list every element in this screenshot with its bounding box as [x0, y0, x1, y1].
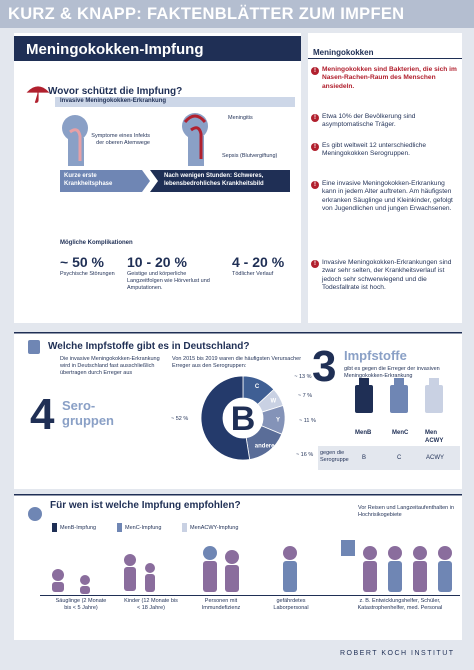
group-label: Personen mit Immundefizienz [201, 598, 241, 611]
complication-figure: 4 - 20 % [232, 254, 285, 270]
group-label: z. B. Entwicklungshelfer, Schüler, Katas… [357, 598, 443, 611]
symptom: Symptome eines Infekts der oberen Atemwe… [91, 133, 150, 146]
complication-text: Psychische Störungen [60, 271, 115, 277]
table-label: gegen die Serogruppe [320, 450, 349, 463]
rule [40, 595, 460, 596]
donut-segment-label: C [255, 384, 260, 390]
legend-entry: MenACWY-Impfung [190, 525, 239, 531]
donut-hole [223, 398, 263, 438]
complication-text: Tödlicher Verlauf [232, 271, 274, 277]
symptom: Sepsis (Blutvergiftung) [222, 153, 278, 159]
fact: Etwa 10% der Bevölkerung sind asymptomat… [322, 113, 416, 129]
donut-value-label: ~ 11 % [299, 418, 316, 424]
legend-swatches [52, 523, 187, 532]
table-cell: ACWY [426, 455, 444, 461]
fact: Eine invasive Meningokokken-Erkrankung k… [322, 180, 453, 213]
thumb-icon [28, 340, 40, 354]
complication-text: Geistige und körperliche Langzeitfolgen … [127, 271, 210, 291]
phase-2: Nach wenigen Stunden: Schweres, lebensbe… [164, 173, 264, 187]
vaccine-count: 3 [312, 342, 337, 391]
footer: ROBERT KOCH INSTITUT [340, 650, 455, 657]
bottle-label: MenB [355, 430, 372, 436]
rule [14, 494, 462, 496]
rule [308, 58, 462, 59]
legend-entry: MenB-Impfung [60, 525, 97, 531]
donut-center-letter: B [231, 400, 256, 438]
question-icon [28, 507, 42, 521]
serogroups-word: Sero-gruppen [62, 398, 114, 428]
transmission-text: Die invasive Meningokokken-Erkrankung wi… [60, 356, 160, 376]
table-cell: C [397, 455, 402, 461]
group-label: gefährdetes Laborpersonal [273, 598, 309, 611]
legend-entry: MenC-Impfung [125, 525, 162, 531]
banner-text: KURZ & KNAPP: FAKTENBLÄTTER ZUM IMPFEN [8, 5, 405, 23]
bottle-label: MenC [392, 430, 409, 436]
donut-segment-label: W [270, 399, 276, 405]
symptom: Meningitis [228, 115, 253, 121]
donut-value-label: ~ 16 % [296, 452, 313, 458]
travel-text: Vor Reisen und Langzeitaufenthalten in H… [358, 505, 455, 518]
strip-text: Invasive Meningokokken-Erkrankung [60, 98, 167, 104]
causes-text: Von 2015 bis 2019 waren die häufigsten V… [172, 356, 302, 369]
facts-panel [308, 33, 462, 323]
bullet: ! [311, 67, 319, 75]
phase-1-arrow [60, 170, 150, 192]
donut-segment-label: Y [276, 418, 280, 424]
donut-value-label: ~ 52 % [171, 416, 188, 422]
donut-value-label: ~ 7 % [298, 393, 312, 399]
section-heading: Welche Impfstoffe gibt es in Deutschland… [48, 341, 250, 352]
page-title: Meningokokken-Impfung [26, 41, 204, 58]
group-label: Säuglinge (2 Monate bis < 5 Jahre) [55, 598, 107, 611]
complication-figure: ~ 50 % [60, 254, 104, 270]
table-cell: B [362, 455, 367, 461]
fact: Meningokokken sind Bakterien, die sich i… [322, 66, 457, 90]
donut-segment-label: andere [255, 444, 275, 450]
fact: Es gibt weltweit 12 unterschiedliche Men… [322, 142, 427, 158]
donut-value-label: ~ 13 % [294, 374, 311, 380]
bullet: ! [311, 143, 319, 151]
serogroup-table [318, 446, 460, 470]
head-left [62, 115, 88, 166]
strip [55, 97, 295, 107]
section-heading: Für wen ist welche Impfung empfohlen? [50, 500, 241, 511]
section-heading: Wovor schützt die Impfung? [48, 86, 183, 97]
vaccine-text: gibt es gegen die Erreger der invasiven … [344, 366, 440, 379]
bullet: ! [311, 260, 319, 268]
head-right [182, 113, 208, 166]
bottle-label: Men ACWY [425, 430, 444, 444]
people [52, 546, 452, 594]
facts-heading: Meningokokken [313, 48, 374, 57]
bullet: ! [311, 181, 319, 189]
umbrella-icon [26, 86, 50, 103]
title-bar [14, 36, 301, 61]
fact: Invasive Meningokokken-Erkrankungen sind… [322, 259, 452, 292]
rule [14, 332, 462, 334]
group-label: Kinder (12 Monate bis < 18 Jahre) [124, 598, 178, 611]
phase-1: Kurze erste Krankheitsphase [64, 173, 113, 187]
complication-figure: 10 - 20 % [127, 254, 187, 270]
bottles [355, 378, 443, 413]
phase-2-arrow [150, 170, 290, 192]
vaccine-word: Impfstoffe [344, 348, 407, 363]
bullet: ! [311, 114, 319, 122]
complications-heading: Mögliche Komplikationen [60, 240, 133, 246]
travel-icon [341, 540, 355, 556]
serogroups-count: 4 [30, 390, 55, 439]
banner [0, 0, 474, 28]
